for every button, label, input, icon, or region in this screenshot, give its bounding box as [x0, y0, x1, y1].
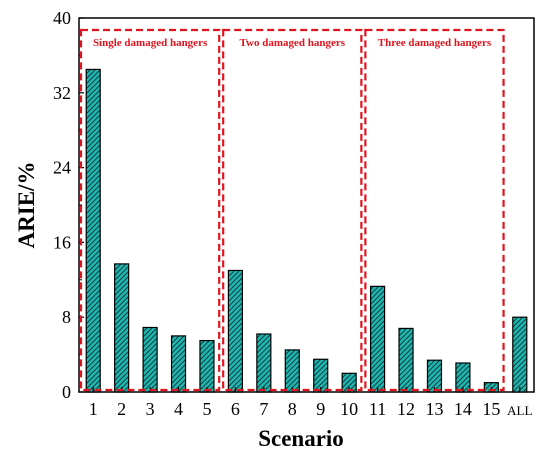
y-tick-label: 32 [53, 83, 71, 103]
bar-5 [199, 339, 215, 393]
x-tick-label-9: 9 [316, 399, 325, 419]
x-tick-label-15: 15 [482, 399, 500, 419]
y-tick-label: 24 [53, 158, 71, 178]
bar-8 [284, 349, 300, 393]
y-tick-label: 0 [62, 382, 71, 402]
x-tick-label-7: 7 [259, 399, 268, 419]
group-label-2: Two damaged hangers [240, 37, 346, 49]
bar-12 [398, 327, 414, 393]
x-tick-label-2: 2 [117, 399, 126, 419]
bar-1 [85, 68, 101, 393]
bar-3 [142, 326, 158, 393]
bar-ALL [512, 316, 528, 393]
bar-6 [227, 269, 244, 393]
bar-11 [369, 285, 386, 393]
bar-2 [114, 263, 130, 393]
group-box-2 [222, 28, 363, 392]
x-axis-title: Scenario [258, 426, 344, 451]
x-tick-label-8: 8 [288, 399, 297, 419]
group-box-3 [364, 28, 505, 392]
bar-7 [256, 333, 272, 393]
y-axis-title: ARIE/% [14, 162, 39, 249]
group-box-1 [79, 28, 221, 392]
y-tick-label: 40 [53, 8, 71, 28]
x-tick-label-12: 12 [397, 399, 415, 419]
x-tick-label-3: 3 [146, 399, 155, 419]
x-tick-label-6: 6 [231, 399, 240, 419]
x-tick-label-13: 13 [425, 399, 443, 419]
y-tick-label: 16 [53, 232, 71, 252]
x-tick-label-14: 14 [454, 399, 472, 419]
x-tick-label-5: 5 [202, 399, 211, 419]
group-label-3: Three damaged hangers [378, 37, 492, 49]
x-tick-label-11: 11 [369, 399, 386, 419]
x-tick-label-4: 4 [174, 399, 183, 419]
x-tick-label-10: 10 [340, 399, 358, 419]
group-label-1: Single damaged hangers [93, 37, 208, 49]
y-tick-label: 8 [62, 307, 71, 327]
x-tick-label-1: 1 [89, 399, 98, 419]
x-tick-label-ALL: ALL [507, 403, 532, 418]
bar-4 [170, 335, 187, 393]
